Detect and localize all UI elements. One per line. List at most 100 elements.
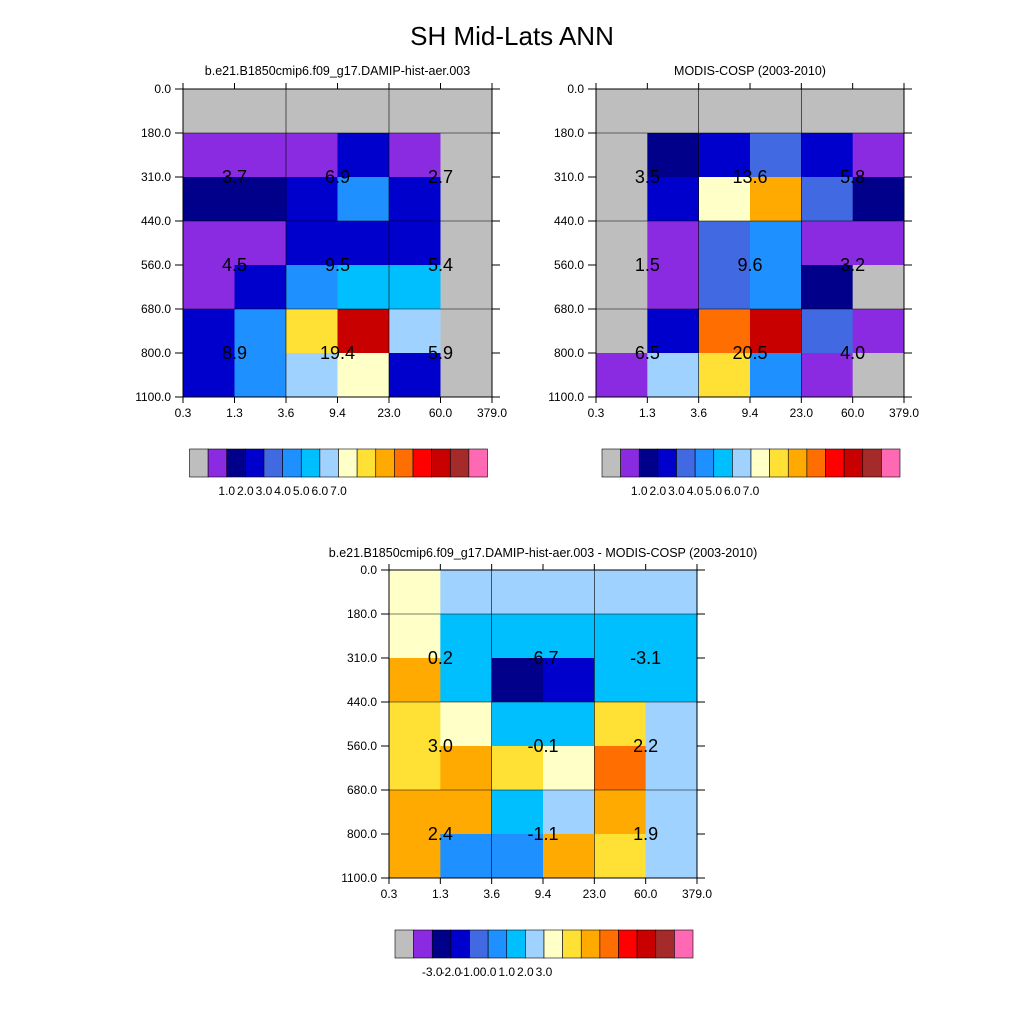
heatmap-cell (491, 570, 544, 615)
x-tick-label: 60.0 (841, 406, 865, 420)
colorbar-swatch (487, 929, 508, 959)
heatmap-cell (645, 790, 698, 835)
block-value-label: -6.7 (527, 648, 558, 668)
heatmap-cell (852, 177, 905, 222)
heatmap-cell (750, 89, 802, 134)
y-tick-label: 180.0 (141, 126, 171, 140)
heatmap-cell (543, 834, 595, 879)
heatmap-cell (645, 702, 698, 747)
block-value-label: 19.4 (320, 343, 355, 363)
heatmap-cell (234, 221, 287, 266)
colorbar-swatch (562, 929, 582, 959)
y-tick-label: 0.0 (567, 82, 584, 96)
heatmap-cell (337, 89, 390, 134)
y-tick-label: 180.0 (554, 126, 584, 140)
heatmap-cell (852, 89, 905, 134)
heatmap-cell (750, 309, 802, 354)
heatmap-cell (389, 265, 441, 310)
heatmap-cell (491, 746, 544, 791)
heatmap-cell (440, 746, 493, 791)
block-value-label: 5.9 (428, 343, 453, 363)
heatmap-cell (801, 309, 854, 354)
heatmap-cell (698, 133, 751, 178)
heatmap-cell (594, 790, 647, 835)
block-value-label: 5.4 (428, 255, 453, 275)
block-value-label: 1.5 (635, 255, 660, 275)
heatmap-cell (491, 658, 544, 703)
block-value-label: 1.9 (633, 824, 658, 844)
heatmap-cell (440, 790, 493, 835)
heatmap-cell (440, 702, 493, 747)
colorbar-swatch (543, 929, 563, 959)
colorbar-label: 1.0 (498, 965, 515, 979)
heatmap-cell (183, 133, 235, 178)
heatmap-cell (286, 353, 338, 398)
block-value-label: 2.4 (428, 824, 453, 844)
colorbar-swatch (468, 448, 488, 478)
heatmap-cell (698, 221, 751, 266)
colorbar-label: -3.0 (422, 965, 443, 979)
heatmap-cell (596, 89, 648, 134)
heatmap-cell (337, 221, 390, 266)
heatmap-cell (647, 177, 700, 222)
y-tick-label: 680.0 (141, 302, 171, 316)
x-tick-label: 3.6 (483, 887, 500, 901)
colorbar: 1.0 2.0 3.0 4.0 5.0 6.0 7.0 (601, 448, 901, 498)
heatmap-cell (801, 353, 854, 398)
colorbar-swatch (806, 448, 826, 478)
colorbar-swatch (189, 448, 209, 478)
heatmap-panel-3: b.e21.B1850cmip6.f09_g17.DAMIP-hist-aer.… (329, 546, 757, 979)
heatmap-cell (594, 746, 647, 791)
heatmap-cell (234, 89, 287, 134)
figure-title: SH Mid-Lats ANN (410, 21, 614, 51)
heatmap-cell (286, 221, 338, 266)
heatmap-cell (543, 658, 595, 703)
heatmap-cell (389, 221, 441, 266)
x-tick-label: 9.4 (742, 406, 759, 420)
heatmap-cell (286, 177, 338, 222)
heatmap-cell (750, 221, 802, 266)
colorbar-swatch (300, 448, 321, 478)
heatmap-cell (645, 614, 698, 659)
heatmap-cell (286, 133, 338, 178)
colorbar-swatch (843, 448, 864, 478)
colorbar-swatch (263, 448, 283, 478)
colorbar-swatch (319, 448, 339, 478)
heatmap-cell (596, 221, 648, 266)
heatmap-cell (234, 353, 287, 398)
colorbar-label: 3.0 (536, 965, 553, 979)
block-value-label: 8.9 (222, 343, 247, 363)
colorbar-label: 2.0 (517, 965, 534, 979)
colorbar-label: 0.0 (480, 965, 497, 979)
colorbar-swatch (431, 929, 452, 959)
heatmap-cell (389, 614, 441, 659)
heatmap-cell (183, 221, 235, 266)
heatmap-cell (440, 834, 493, 879)
colorbar-swatch (338, 448, 358, 478)
heatmap-cell (645, 746, 698, 791)
colorbar-swatch (226, 448, 246, 478)
y-tick-label: 680.0 (554, 302, 584, 316)
heatmap-cell (234, 133, 287, 178)
y-tick-label: 310.0 (554, 170, 584, 184)
x-tick-label: 9.4 (535, 887, 552, 901)
colorbar-swatch (787, 448, 808, 478)
heatmap-cell (389, 309, 441, 354)
heatmap-cell (389, 658, 441, 703)
colorbar-swatch (394, 448, 414, 478)
heatmap-cell (543, 790, 595, 835)
y-tick-label: 1100.0 (135, 390, 171, 404)
heatmap-cell (852, 265, 905, 310)
colorbar-swatch (394, 929, 414, 959)
heatmap-cell (698, 309, 751, 354)
heatmap-cell (440, 221, 493, 266)
heatmap-cell (440, 658, 493, 703)
heatmap-cell (750, 133, 802, 178)
x-tick-label: 379.0 (477, 406, 507, 420)
block-value-label: 9.5 (325, 255, 350, 275)
colorbar-label: 1.0 (631, 484, 648, 498)
block-value-label: 5.8 (840, 167, 865, 187)
heatmap-cell (337, 265, 390, 310)
heatmap-cell (389, 570, 441, 615)
heatmap-cell (750, 177, 802, 222)
